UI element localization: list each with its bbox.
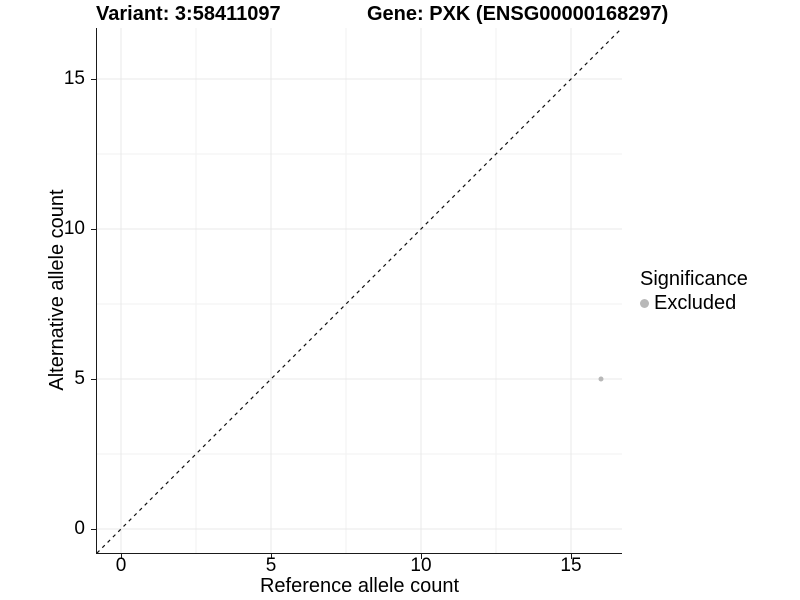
y-tick-label: 15 [63,68,85,89]
legend-key-dot-icon [640,298,649,308]
legend: Significance Excluded [640,268,748,314]
x-tick-label: 10 [410,555,432,576]
x-tick-label: 5 [265,555,277,576]
x-tick-label: 0 [115,555,127,576]
x-axis-title: Reference allele count [259,575,459,597]
legend-item-excluded: Excluded [640,292,748,314]
y-axis-title: Alternative allele count [46,189,68,391]
legend-item-label: Excluded [654,292,737,314]
y-axis-tick [91,228,97,230]
plot-title-gene: Gene: PXK (ENSG00000168297) [367,3,669,25]
data-point [598,376,604,382]
legend-title: Significance [640,268,748,290]
y-tick-label: 5 [74,368,85,389]
y-axis-tick [91,78,97,80]
x-axis-tick [120,554,122,559]
y-axis-tick [91,528,97,530]
plot-title-variant: Variant: 3:58411097 [96,3,281,25]
x-axis-tick [420,554,422,559]
panel-canvas [97,28,622,553]
x-axis-tick [270,554,272,559]
identity-reference-line [97,28,622,553]
y-axis-tick [91,378,97,380]
plot-panel [96,28,622,554]
y-tick-label: 10 [63,218,85,239]
x-axis-tick [570,554,572,559]
x-tick-label: 15 [560,555,582,576]
y-tick-label: 0 [74,518,85,539]
